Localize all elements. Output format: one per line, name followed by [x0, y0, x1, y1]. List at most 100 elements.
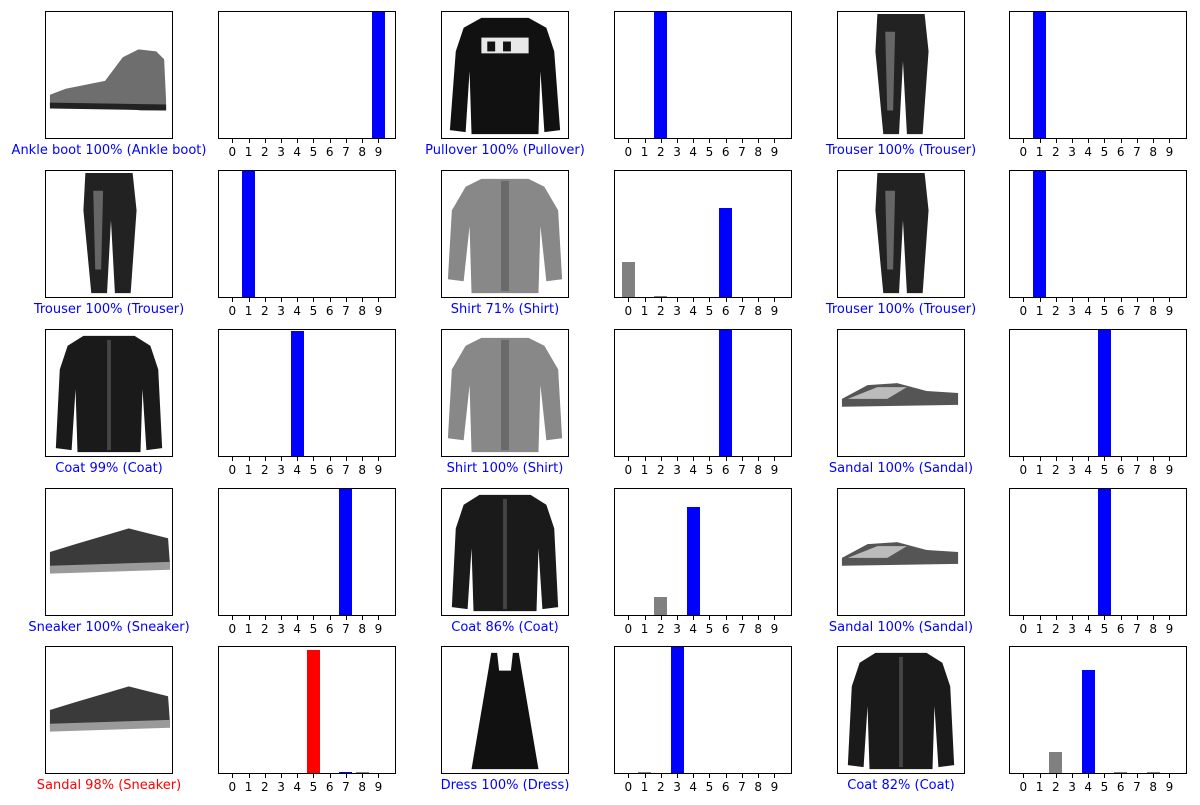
x-tick-label: 5 [1100, 780, 1109, 794]
x-tick [677, 774, 679, 778]
probability-bar-chart [218, 329, 396, 457]
x-tick [693, 139, 695, 143]
x-tick [758, 457, 760, 461]
x-tick-label: 9 [1165, 622, 1174, 636]
image-panel [441, 488, 569, 616]
bar-class-9 [371, 12, 385, 138]
x-tick [709, 298, 711, 302]
x-tick [1039, 457, 1041, 461]
pullover-icon [449, 17, 561, 135]
x-tick [297, 616, 299, 620]
x-tick-label: 3 [277, 145, 285, 159]
x-tick-label: 7 [1133, 463, 1141, 477]
x-tick-label: 5 [1100, 304, 1109, 318]
x-tick [378, 774, 380, 778]
x-tick-label: 3 [1068, 304, 1076, 318]
x-tick-label: 2 [260, 463, 269, 477]
x-tick [1072, 139, 1074, 143]
x-tick-label: 6 [1116, 304, 1125, 318]
x-tick [345, 139, 347, 143]
x-tick [1023, 298, 1025, 302]
x-tick-label: 9 [770, 780, 779, 794]
prediction-caption: Sandal 100% (Sandal) [828, 620, 974, 635]
x-tick-label: 5 [309, 622, 318, 636]
x-tick [378, 139, 380, 143]
probability-bar-chart [614, 11, 792, 139]
x-tick-label: 2 [656, 304, 665, 318]
x-tick [1055, 774, 1057, 778]
x-tick-label: 5 [1100, 622, 1109, 636]
x-tick-label: 7 [342, 780, 350, 794]
probability-bar-chart [218, 170, 396, 298]
x-tick-label: 4 [293, 304, 302, 318]
x-tick-label: 8 [1149, 780, 1157, 794]
x-tick-label: 7 [1133, 622, 1141, 636]
bar-class-2 [654, 597, 668, 615]
x-tick-label: 4 [689, 463, 698, 477]
bar-class-8 [355, 771, 369, 773]
x-tick-label: 1 [1035, 780, 1044, 794]
x-tick [362, 616, 364, 620]
x-tick-label: 5 [1100, 145, 1109, 159]
bar-class-5 [1098, 330, 1111, 456]
x-tick-label: 0 [624, 463, 633, 477]
x-tick [741, 298, 743, 302]
x-tick [281, 139, 283, 143]
x-tick-label: 6 [325, 145, 334, 159]
x-tick [232, 616, 234, 620]
bar-class-6 [1114, 772, 1128, 773]
x-tick [1039, 139, 1041, 143]
x-tick-label: 1 [640, 145, 649, 159]
x-tick-label: 4 [689, 145, 698, 159]
x-tick [232, 139, 234, 143]
x-tick-label: 0 [228, 145, 237, 159]
image-panel [45, 329, 173, 457]
x-tick-label: 7 [342, 145, 350, 159]
x-tick [644, 298, 646, 302]
x-tick-label: 1 [1035, 463, 1044, 477]
x-tick [660, 616, 662, 620]
x-tick-label: 3 [673, 304, 681, 318]
image-panel [441, 170, 569, 298]
x-tick-label: 8 [1149, 463, 1157, 477]
x-tick [1055, 298, 1057, 302]
prediction-caption: Shirt 71% (Shirt) [450, 302, 560, 317]
x-tick [248, 139, 250, 143]
x-tick [644, 616, 646, 620]
image-panel [45, 646, 173, 774]
x-tick [741, 616, 743, 620]
image-panel [45, 11, 173, 139]
x-tick [758, 139, 760, 143]
x-tick-label: 3 [277, 463, 285, 477]
prediction-caption: Coat 86% (Coat) [451, 620, 559, 635]
x-tick-label: 0 [1019, 145, 1028, 159]
x-tick [709, 616, 711, 620]
image-panel [837, 488, 965, 616]
sneaker-icon [49, 528, 171, 574]
shirt-icon [447, 178, 563, 294]
x-tick-label: 1 [244, 304, 253, 318]
x-tick-label: 1 [1035, 304, 1044, 318]
x-tick-label: 6 [1116, 463, 1125, 477]
x-tick-label: 1 [640, 780, 649, 794]
x-tick [1072, 457, 1074, 461]
x-tick-label: 0 [228, 304, 237, 318]
x-tick [297, 298, 299, 302]
x-tick-label: 0 [1019, 463, 1028, 477]
x-tick-label: 2 [260, 622, 269, 636]
prediction-caption: Trouser 100% (Trouser) [33, 302, 185, 317]
x-tick [329, 774, 331, 778]
x-tick-label: 0 [228, 622, 237, 636]
x-tick-label: 1 [640, 463, 649, 477]
x-tick-label: 0 [624, 622, 633, 636]
x-tick-label: 2 [656, 463, 665, 477]
coat-icon [451, 494, 559, 612]
x-tick [313, 139, 315, 143]
x-tick-label: 9 [374, 463, 383, 477]
bar-class-7 [339, 771, 353, 773]
x-tick [758, 616, 760, 620]
x-tick [693, 298, 695, 302]
image-panel [441, 329, 569, 457]
prediction-caption: Dress 100% (Dress) [440, 778, 570, 793]
probability-bar-chart [614, 488, 792, 616]
